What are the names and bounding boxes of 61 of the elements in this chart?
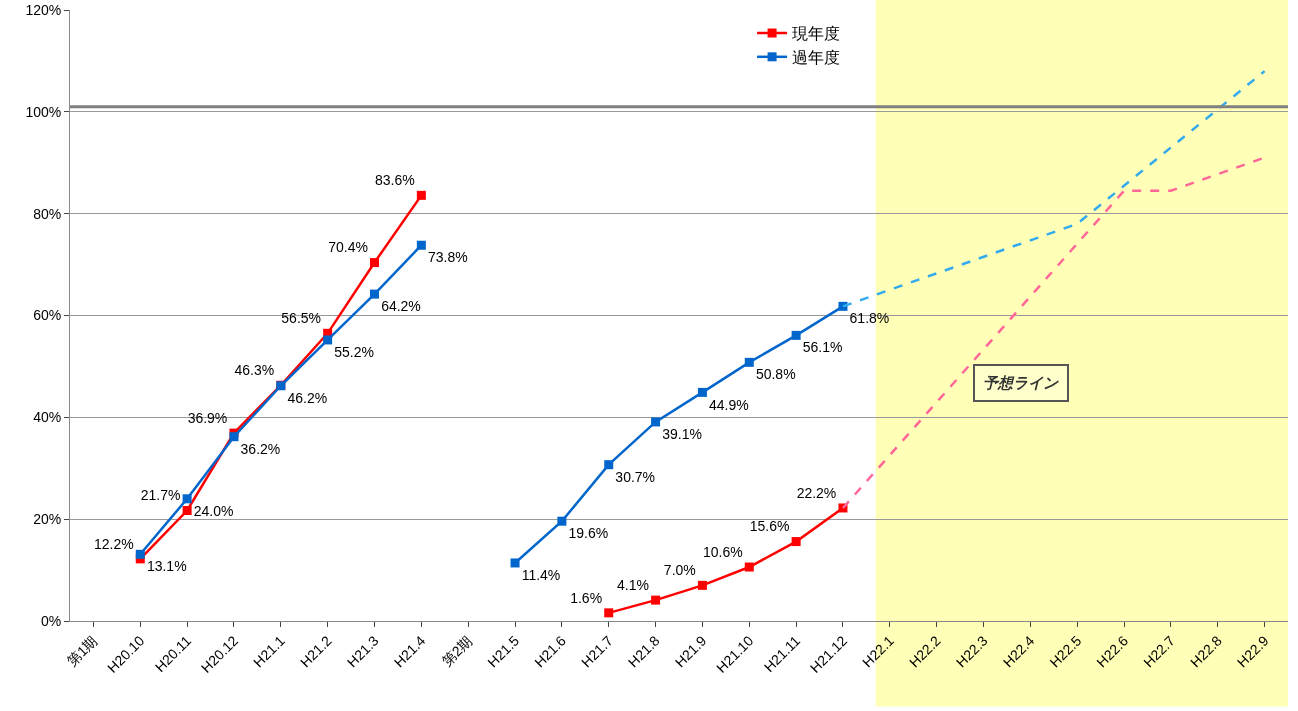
data-label: 64.2% [381,298,421,315]
point [182,494,192,504]
data-label: 70.4% [328,239,368,256]
data-label: 13.1% [146,558,187,575]
data-label: 61.8% [849,310,890,327]
y-tick-label: 60% [33,307,62,324]
data-label: 21.7% [140,487,181,504]
point [370,258,379,268]
point [182,506,192,516]
point [697,387,707,397]
point [744,562,754,572]
point [510,558,520,568]
point [697,580,707,590]
data-label: 4.1% [617,576,649,593]
data-label: 1.6% [570,589,603,606]
point [791,537,801,547]
y-tick-label: 0% [40,612,62,629]
point [604,460,614,470]
point [604,608,614,618]
data-label: 36.2% [240,440,281,457]
data-label: 24.0% [193,502,234,519]
point [229,432,239,442]
point [557,516,567,526]
y-tick-label: 40% [33,409,62,426]
point [791,330,801,340]
point [651,595,661,605]
annotation: 予想ライン [983,374,1059,392]
x-tick-label: 第1期 [63,632,101,670]
point [370,289,379,299]
point [323,335,333,345]
data-label: 19.6% [568,525,609,542]
data-label: 12.2% [93,535,134,552]
x-tick-label: 第2期 [438,632,476,670]
data-label: 44.9% [709,396,749,413]
data-label: 10.6% [702,543,743,560]
data-label: 73.8% [427,249,468,266]
data-label: 50.8% [755,366,796,383]
y-tick-label: 80% [33,205,62,222]
point [651,417,661,427]
data-label: 83.6% [375,172,415,189]
legend-label: 現年度 [792,25,841,43]
data-label: 56.5% [281,310,322,327]
data-label: 46.2% [287,389,328,406]
data-label: 46.3% [234,362,275,379]
point [416,240,426,250]
y-tick-label: 100% [25,103,62,120]
point [744,357,754,367]
data-label: 39.1% [662,426,702,443]
point [135,549,145,559]
y-tick-label: 120% [25,1,62,18]
data-label: 22.2% [796,484,837,501]
data-label: 36.9% [187,409,228,426]
data-label: 56.1% [802,339,843,356]
legend-label: 過年度 [792,49,841,67]
y-tick-label: 20% [33,511,62,528]
data-label: 55.2% [334,344,374,361]
data-label: 15.6% [749,518,790,535]
point [416,190,426,200]
data-label: 30.7% [615,468,656,485]
data-label: 11.4% [521,567,561,584]
data-label: 7.0% [663,562,696,579]
